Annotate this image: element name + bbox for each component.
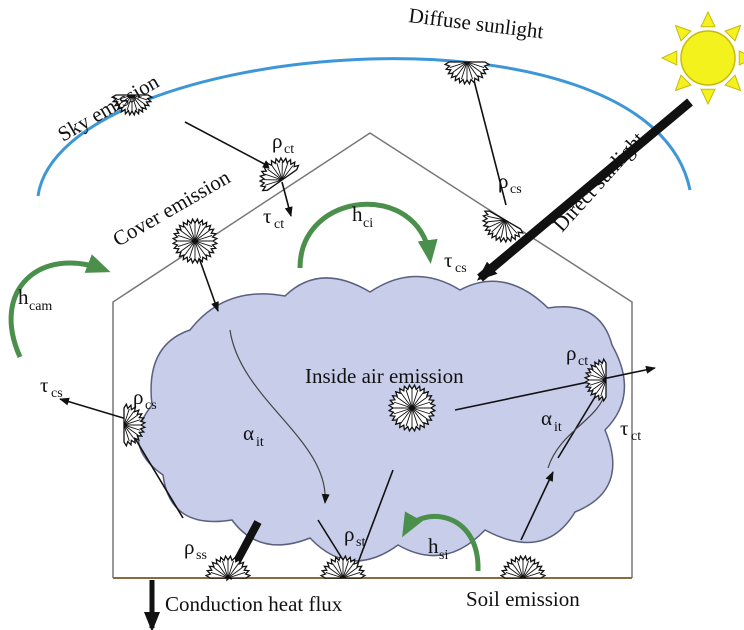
left-wall-emitter-icon	[123, 402, 147, 448]
svg-text:ci: ci	[363, 216, 373, 231]
svg-text:ct: ct	[274, 217, 284, 232]
conduction-heat-flux-label: Conduction heat flux	[165, 592, 343, 616]
svg-text:h: h	[428, 534, 439, 558]
svg-text:ρ: ρ	[184, 535, 194, 559]
svg-text:it: it	[256, 435, 264, 450]
svg-text:h: h	[352, 202, 363, 226]
svg-text:cs: cs	[145, 398, 157, 413]
tau-ct-top-label: τ ct	[263, 204, 284, 232]
svg-text:ρ: ρ	[566, 341, 576, 365]
sun-ray	[660, 50, 678, 66]
diffuse-ray-arrow	[469, 64, 507, 206]
svg-text:τ: τ	[444, 248, 452, 272]
transmitted-ct-arrow	[281, 181, 293, 217]
h-si-label: h si	[428, 534, 448, 563]
tau-cs-left-label: τ cs	[40, 373, 63, 401]
diffuse-emitter-icon	[443, 61, 491, 86]
greenhouse-outline	[112, 132, 633, 578]
cover-down-arrow	[197, 254, 219, 312]
sun-ray	[738, 50, 744, 66]
svg-text:ρ: ρ	[133, 385, 143, 409]
svg-text:ρ: ρ	[272, 129, 282, 153]
h-ci-label: h ci	[352, 202, 373, 231]
direct-sunlight-label: Direct sunlight	[548, 127, 650, 236]
tau-cs-top-label: τ cs	[444, 248, 467, 276]
alpha-it-left-label: α it	[243, 421, 264, 450]
alpha-it-left-curve	[229, 329, 330, 504]
soil-up-arrow	[520, 471, 554, 541]
sun-icon	[660, 10, 744, 106]
rho-cs-top-label: ρ cs	[498, 169, 522, 197]
svg-text:cam: cam	[29, 299, 52, 314]
h-cam-label: h cam	[18, 285, 52, 314]
tau-ct-right-label: τ ct	[620, 416, 641, 444]
right-wall-ray-arrow	[557, 391, 599, 459]
svg-text:st: st	[356, 535, 365, 550]
rho-ct-top-label: ρ ct	[272, 129, 294, 157]
soil-emission-label: Soil emission	[466, 587, 580, 611]
svg-text:ct: ct	[578, 354, 588, 369]
cover-top-emitter-icon	[258, 156, 300, 192]
inside-air-emission-label: Inside air emission	[305, 364, 464, 388]
sun-ray	[674, 74, 692, 92]
svg-text:ρ: ρ	[498, 169, 508, 193]
svg-text:α: α	[243, 421, 254, 445]
h-cam-arrow	[8, 254, 111, 359]
svg-text:ct: ct	[284, 142, 294, 157]
inside-air-ray-arrow	[454, 365, 656, 411]
svg-text:cs: cs	[455, 261, 467, 276]
rho-cs-left-label: ρ cs	[133, 385, 157, 413]
svg-text:τ: τ	[263, 204, 271, 228]
left-wall-down-arrow	[129, 429, 184, 519]
svg-text:h: h	[18, 285, 29, 309]
cover-left-emitter-icon	[171, 217, 219, 265]
cover-right-emitter-icon	[481, 210, 524, 244]
svg-text:it: it	[554, 420, 562, 435]
svg-text:α: α	[541, 406, 552, 430]
sun-ray	[724, 74, 742, 92]
inside-air-emitter-icon	[387, 383, 437, 433]
rho-ss-label: ρ ss	[184, 535, 207, 563]
svg-text:ss: ss	[196, 548, 207, 563]
soil-left-emitter-icon	[204, 554, 252, 579]
direct-sunlight-arrow	[476, 98, 693, 282]
right-wall-emitter-icon	[583, 357, 607, 403]
alpha-it-right-label: α it	[541, 406, 562, 435]
cloud-st-arrow	[355, 469, 394, 569]
soil-right-emitter-icon	[499, 554, 547, 579]
svg-text:τ: τ	[620, 416, 628, 440]
rho-st-label: ρ st	[344, 522, 365, 550]
diffuse-sunlight-label: Diffuse sunlight	[407, 3, 545, 43]
soil-mid-emitter-icon	[319, 554, 367, 579]
sky-emission-label: Sky emission	[54, 69, 164, 146]
svg-text:τ: τ	[40, 373, 48, 397]
svg-text:cs: cs	[51, 386, 63, 401]
svg-text:ct: ct	[631, 429, 641, 444]
sun-ray	[674, 24, 692, 42]
sun-ray	[700, 88, 716, 106]
sky-ray-arrow	[184, 121, 273, 169]
svg-text:ρ: ρ	[344, 522, 354, 546]
sky-emitter-icon	[110, 94, 154, 117]
h-si-arrow	[402, 511, 481, 572]
sky-arc	[36, 57, 692, 197]
left-wall-tau-arrow	[59, 397, 131, 421]
sun-ray	[724, 24, 742, 42]
sun-ray	[700, 10, 716, 28]
svg-text:si: si	[439, 548, 448, 563]
h-ci-arrow	[297, 201, 438, 269]
rho-ct-right-label: ρ ct	[566, 341, 588, 369]
svg-text:cs: cs	[510, 182, 522, 197]
